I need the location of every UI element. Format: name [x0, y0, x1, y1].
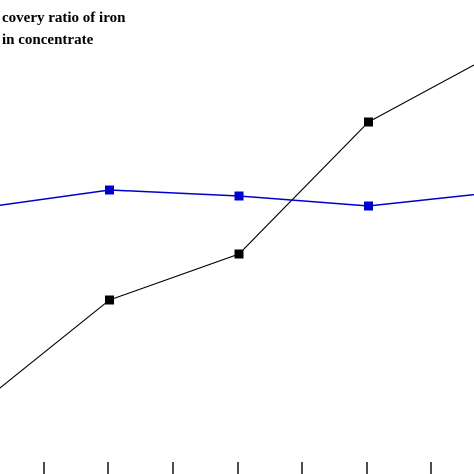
annotation: covery ratio of iron in concentrate	[2, 10, 126, 48]
series-1-marker-4	[364, 117, 373, 127]
series-2-marker-4	[364, 201, 373, 211]
series-1-line	[0, 64, 474, 389]
annotation-line-1: covery ratio of iron	[2, 10, 126, 26]
series-2-marker-2	[105, 185, 114, 195]
series-2-marker-3	[234, 191, 244, 201]
annotation-line-2: in concentrate	[2, 32, 94, 48]
series-1-marker-3	[234, 249, 244, 259]
plot-area	[0, 64, 474, 474]
series-1-marker-2	[105, 295, 114, 305]
